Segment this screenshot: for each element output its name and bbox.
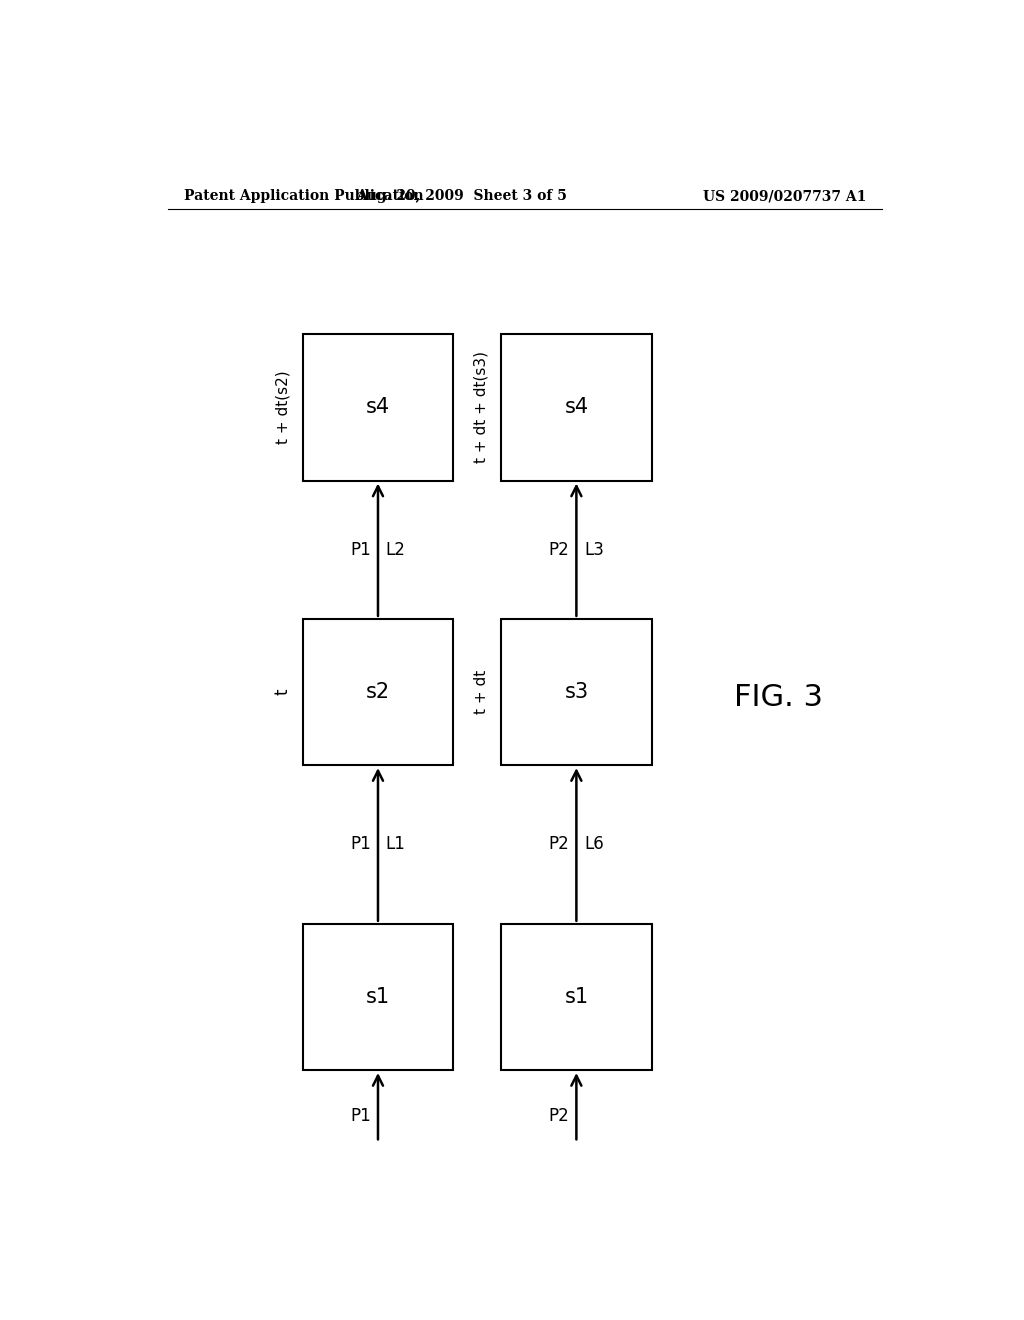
Text: FIG. 3: FIG. 3 [734, 682, 823, 711]
Bar [501, 924, 651, 1071]
Text: US 2009/0207737 A1: US 2009/0207737 A1 [702, 189, 866, 203]
Text: t: t [273, 689, 292, 696]
Text: L3: L3 [584, 541, 604, 558]
Bar [303, 334, 454, 480]
Text: P2: P2 [549, 1107, 569, 1126]
Text: P2: P2 [549, 836, 569, 854]
Text: t + dt + dt(s3): t + dt + dt(s3) [474, 351, 488, 463]
Text: s2: s2 [366, 682, 390, 702]
Text: Aug. 20, 2009  Sheet 3 of 5: Aug. 20, 2009 Sheet 3 of 5 [356, 189, 566, 203]
Text: L2: L2 [385, 541, 406, 558]
Bar [501, 619, 651, 766]
Bar [501, 334, 651, 480]
Text: P1: P1 [350, 541, 371, 558]
Bar [303, 619, 454, 766]
Text: s4: s4 [366, 397, 390, 417]
Bar [303, 924, 454, 1071]
Text: Patent Application Publication: Patent Application Publication [183, 189, 423, 203]
Text: L6: L6 [584, 836, 604, 854]
Text: s3: s3 [564, 682, 589, 702]
Text: P1: P1 [350, 836, 371, 854]
Text: s1: s1 [366, 987, 390, 1007]
Text: P1: P1 [350, 1107, 371, 1126]
Text: t + dt(s2): t + dt(s2) [275, 371, 290, 445]
Text: s1: s1 [564, 987, 589, 1007]
Text: t + dt: t + dt [474, 669, 488, 714]
Text: L1: L1 [385, 836, 406, 854]
Text: P2: P2 [549, 541, 569, 558]
Text: s4: s4 [564, 397, 589, 417]
